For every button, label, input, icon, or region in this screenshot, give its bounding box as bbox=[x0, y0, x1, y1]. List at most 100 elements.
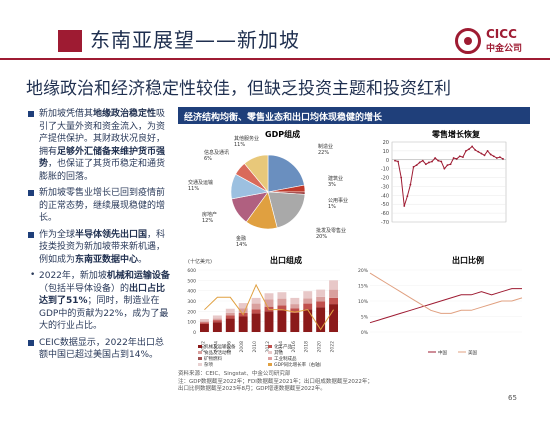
retail-point bbox=[409, 183, 412, 186]
exports-bar bbox=[316, 301, 326, 308]
pie-label-name: 信息及通讯 bbox=[204, 149, 229, 156]
pie-label-value: 6% bbox=[204, 156, 212, 162]
exports-x-tick: 2002 bbox=[200, 341, 206, 353]
exports-y-tick: 500 bbox=[187, 278, 196, 284]
exports-bar bbox=[225, 312, 235, 316]
exports-y-tick: 100 bbox=[187, 320, 196, 326]
bullet-text: 足够外汇储备来维护货币强势 bbox=[39, 146, 166, 170]
bullet-text: ；同时，制造业在GDP中的贡献为22%，成为了最大的行业占比。 bbox=[39, 296, 169, 331]
exports-bar bbox=[316, 289, 326, 297]
exports-bar bbox=[303, 298, 313, 304]
bullet-item: CEIC数据显示，2022年出口总额中国已超过美国占到14%。 bbox=[28, 337, 170, 362]
exports-y-tick: 300 bbox=[187, 299, 196, 305]
retail-point bbox=[443, 167, 446, 170]
pie-label: 建筑业 3% bbox=[328, 175, 343, 188]
retail-y-tick: -60 bbox=[381, 211, 389, 217]
retail-point bbox=[424, 163, 427, 166]
exports-bar bbox=[264, 293, 274, 300]
pie-slice bbox=[267, 154, 305, 193]
exports-bar bbox=[225, 308, 235, 313]
exports-bar bbox=[329, 297, 338, 305]
retail-y-tick: -50 bbox=[381, 202, 389, 208]
legend-swatch bbox=[268, 363, 272, 366]
retail-point bbox=[480, 152, 483, 155]
retail-y-tick: -40 bbox=[381, 193, 389, 199]
exports-x-tick: 2004 bbox=[213, 341, 219, 353]
exports-bar bbox=[212, 322, 222, 332]
exports-bar bbox=[238, 303, 248, 309]
ratio-y-tick: 20% bbox=[358, 268, 369, 274]
exports-bar bbox=[277, 292, 287, 299]
exports-bar bbox=[264, 299, 274, 307]
pie-label-value: 1% bbox=[328, 204, 336, 210]
pie-slice bbox=[243, 154, 269, 193]
retail-point bbox=[412, 165, 415, 168]
exports-bar bbox=[251, 303, 261, 310]
exports-bar bbox=[277, 305, 287, 311]
exports-bar-chart: 0 100 200 300 400 500 600 2002 2004 2006 2008 2010 2… bbox=[187, 268, 340, 368]
exports-chart-title: 出口组成 bbox=[270, 255, 302, 265]
bullet-text: 。 bbox=[138, 254, 148, 265]
exports-y-tick: 600 bbox=[187, 268, 196, 274]
legend-label: 工业制成品 bbox=[274, 355, 297, 362]
exports-bar bbox=[264, 311, 274, 332]
bullet-text: 作为全球 bbox=[39, 229, 76, 240]
ratio-line bbox=[369, 288, 522, 324]
bullet-text: 半导体领先出口国 bbox=[75, 229, 148, 240]
bullet-text: ，科技类投资为新加坡带来新机遇，例如成为 bbox=[39, 229, 166, 265]
exports-bar bbox=[200, 322, 209, 324]
retail-point bbox=[455, 157, 458, 160]
pie-label: 信息及通讯 6% bbox=[204, 149, 229, 162]
retail-point bbox=[499, 156, 501, 159]
exports-bar bbox=[277, 298, 287, 306]
legend-swatch bbox=[198, 345, 202, 348]
retail-plot-frame bbox=[391, 141, 507, 223]
retail-point bbox=[502, 157, 504, 160]
retail-point bbox=[477, 150, 480, 153]
retail-point bbox=[446, 164, 449, 167]
bullet-text: 地缘政治稳定性 bbox=[93, 109, 157, 119]
exports-bar bbox=[238, 308, 248, 313]
bullet-item: 2022年，新加坡机械和运输设备 （包括半导体设备）的出口占比达到了51%；同时，… bbox=[28, 269, 170, 333]
exports-y-tick: 200 bbox=[187, 309, 196, 315]
pie-label: 批发及零售业 20% bbox=[316, 227, 346, 240]
exports-x-tick: 2016 bbox=[291, 341, 297, 353]
pie-label-name: 公用事业 bbox=[328, 197, 348, 204]
legend-label: 矿物燃料 bbox=[204, 355, 222, 362]
exports-bar bbox=[303, 303, 313, 310]
footnote-source: 资料来源：CEIC、Singstat、中金公司研究部 bbox=[178, 371, 291, 377]
bullet-text: 东南亚数据中心 bbox=[75, 254, 139, 265]
pie-label: 金融 14% bbox=[236, 235, 247, 248]
exports-bar bbox=[200, 321, 209, 323]
exratio-chart-title: 出口比例 bbox=[452, 255, 484, 265]
bullet-text: CEIC数据显示，2022年出口总额中国已超过美国占到14%。 bbox=[39, 337, 164, 361]
bullet-text: 新加坡零售业增长已回到疫情前的正常态势，继续展现稳健的增长。 bbox=[39, 188, 166, 223]
pie-label: 制造业 22% bbox=[318, 143, 333, 156]
retail-point bbox=[437, 159, 440, 162]
exports-bar bbox=[290, 304, 300, 309]
pie-label-value: 11% bbox=[188, 186, 199, 192]
page-number: 65 bbox=[508, 394, 517, 402]
legend-label: 其他 bbox=[274, 349, 283, 356]
exports-bar bbox=[277, 310, 287, 332]
exports-bar bbox=[316, 307, 326, 332]
exports-x-tick: 2006 bbox=[226, 341, 232, 353]
retail-y-tick: -20 bbox=[381, 176, 389, 182]
retail-y-tick: 0 bbox=[386, 158, 389, 164]
export-ratio-chart: 0% 5% 10% 15% 20% 中国 美国 bbox=[358, 268, 523, 356]
exports-bar bbox=[200, 323, 209, 332]
pie-label-name: 批发及零售业 bbox=[316, 227, 346, 234]
bullet-list: 新加坡凭借其地缘政治稳定性吸引了大量外资和资金流入，为资产提供保护。其财政状况良… bbox=[28, 108, 170, 366]
exports-bar bbox=[329, 304, 338, 332]
title-accent-bar bbox=[58, 30, 82, 52]
retail-point bbox=[400, 176, 403, 179]
retail-y-tick: -30 bbox=[381, 184, 389, 190]
retail-point bbox=[394, 159, 396, 162]
legend-swatch bbox=[198, 363, 202, 366]
exports-bar bbox=[251, 313, 261, 332]
retail-y-tick: 10 bbox=[383, 149, 389, 155]
ratio-legend-label: 美国 bbox=[468, 349, 477, 356]
retail-point bbox=[434, 157, 437, 159]
exports-bar bbox=[225, 315, 235, 319]
bullet-item: 新加坡凭借其地缘政治稳定性吸引了大量外资和资金流入，为资产提供保护。其财政状况良… bbox=[28, 108, 170, 183]
